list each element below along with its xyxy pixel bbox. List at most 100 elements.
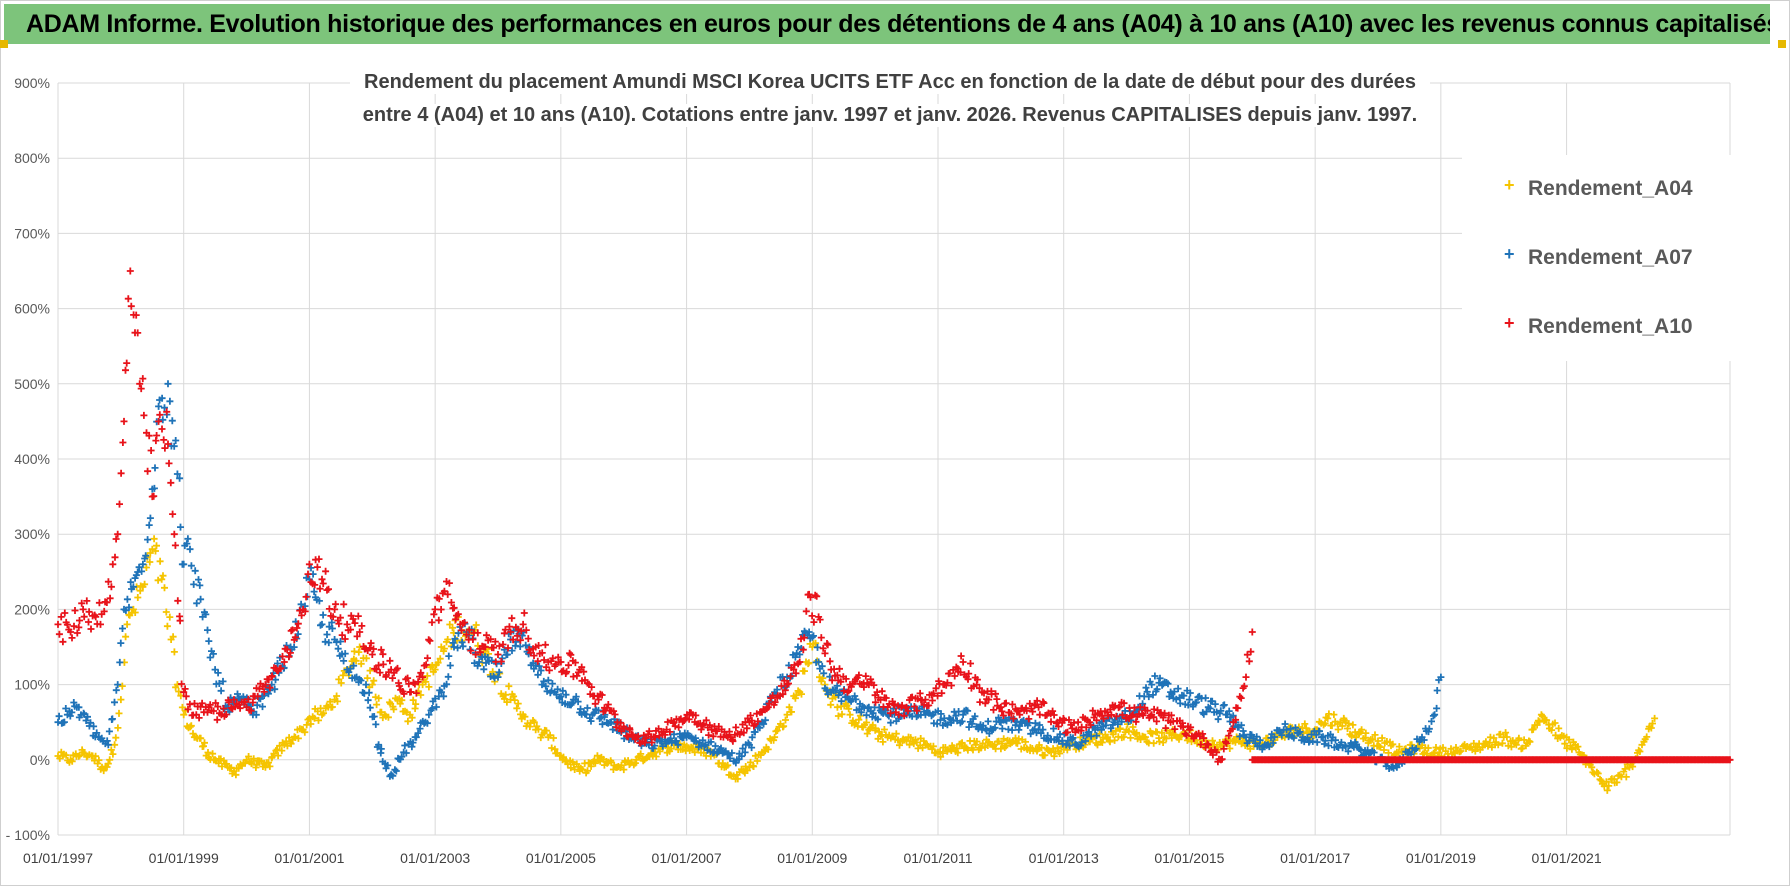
trace-point bbox=[542, 727, 550, 735]
trace-point bbox=[253, 761, 261, 769]
trace-point bbox=[1622, 773, 1630, 781]
trace-point bbox=[620, 766, 628, 774]
trace-point bbox=[801, 667, 808, 675]
trace-point bbox=[316, 585, 324, 593]
trace-point bbox=[534, 657, 542, 665]
data-point bbox=[519, 620, 527, 628]
trace-point bbox=[1050, 752, 1058, 760]
trace-point bbox=[1211, 700, 1219, 708]
trace-point bbox=[472, 621, 480, 629]
trace-point bbox=[1225, 732, 1233, 740]
trace-point bbox=[913, 707, 921, 715]
trace-point bbox=[1153, 685, 1161, 693]
trace-point bbox=[1059, 740, 1067, 748]
trace-point bbox=[209, 750, 217, 758]
trace-point bbox=[161, 444, 169, 452]
trace-point bbox=[845, 687, 853, 695]
trace-point bbox=[119, 625, 126, 632]
trace-point bbox=[596, 715, 604, 723]
trace-point bbox=[544, 676, 552, 684]
trace-point bbox=[522, 626, 530, 634]
trace-point bbox=[417, 669, 425, 677]
trace-point bbox=[340, 657, 348, 665]
trace-point bbox=[568, 699, 576, 707]
trace-point bbox=[184, 705, 192, 713]
trace-point bbox=[107, 746, 115, 754]
trace-point bbox=[329, 613, 337, 621]
trace-point bbox=[713, 727, 721, 735]
trace-point bbox=[1338, 722, 1346, 730]
trace-point bbox=[780, 722, 788, 730]
trace-point bbox=[1037, 729, 1045, 737]
trace-point bbox=[249, 699, 257, 706]
trace-point bbox=[425, 683, 433, 691]
trace-point bbox=[699, 736, 707, 744]
trace-point bbox=[920, 737, 928, 745]
trace-point bbox=[1231, 738, 1239, 746]
trace-point bbox=[414, 729, 422, 737]
trace-point bbox=[1177, 732, 1184, 740]
data-point bbox=[362, 681, 370, 689]
trace-point bbox=[500, 646, 508, 654]
trace-point bbox=[355, 648, 363, 656]
trace-point bbox=[1433, 704, 1441, 712]
trace-point bbox=[508, 614, 516, 622]
trace-point bbox=[94, 760, 102, 767]
trace-point bbox=[705, 731, 713, 739]
trace-point bbox=[520, 609, 528, 617]
data-point bbox=[343, 620, 351, 628]
trace-point bbox=[100, 607, 108, 615]
trace-point bbox=[278, 747, 286, 755]
trace-point bbox=[534, 725, 542, 733]
trace-point bbox=[1555, 724, 1563, 732]
trace-point bbox=[686, 747, 694, 754]
trace-point bbox=[869, 709, 877, 717]
trace-point bbox=[301, 607, 309, 615]
trace-point bbox=[624, 733, 632, 741]
trace-point bbox=[816, 673, 823, 681]
trace-point bbox=[563, 668, 571, 676]
trace-point bbox=[610, 707, 618, 715]
trace-point bbox=[1068, 724, 1076, 732]
trace-point bbox=[490, 644, 498, 652]
trace-point bbox=[216, 709, 223, 717]
trace-point bbox=[93, 729, 101, 737]
trace-point bbox=[365, 689, 373, 697]
trace-point bbox=[587, 762, 595, 770]
trace-point bbox=[1159, 714, 1167, 722]
trace-point bbox=[1199, 730, 1207, 738]
trace-point bbox=[445, 652, 453, 660]
trace-point bbox=[1213, 748, 1221, 756]
trace-point bbox=[1447, 745, 1455, 753]
trace-point bbox=[62, 705, 70, 712]
trace-point bbox=[222, 711, 230, 718]
trace-point bbox=[1376, 743, 1384, 751]
trace-point bbox=[976, 698, 984, 706]
trace-point bbox=[1348, 732, 1356, 740]
trace-point bbox=[726, 754, 734, 762]
trace-point bbox=[1281, 720, 1289, 728]
trace-point bbox=[178, 560, 186, 568]
trace-point bbox=[1203, 740, 1211, 748]
trace-point bbox=[403, 708, 411, 716]
trace-point bbox=[1636, 748, 1644, 755]
trace-point bbox=[780, 677, 788, 685]
trace-point bbox=[838, 710, 846, 718]
trace-point bbox=[106, 756, 114, 764]
trace-point bbox=[480, 665, 488, 673]
trace-point bbox=[273, 746, 281, 753]
trace-point bbox=[394, 664, 401, 672]
trace-point bbox=[272, 676, 279, 684]
legend-marker-a10: + bbox=[1504, 313, 1515, 333]
trace-point bbox=[1380, 746, 1388, 754]
trace-point bbox=[1349, 721, 1357, 729]
trace-point bbox=[794, 660, 802, 668]
trace-point bbox=[900, 712, 908, 720]
legend-label-a04: Rendement_A04 bbox=[1528, 177, 1693, 200]
data-point bbox=[972, 741, 980, 749]
trace-point bbox=[315, 555, 323, 563]
trace-point bbox=[436, 655, 444, 663]
trace-point bbox=[87, 719, 94, 727]
trace-point bbox=[1085, 728, 1093, 736]
data-point bbox=[54, 620, 62, 628]
